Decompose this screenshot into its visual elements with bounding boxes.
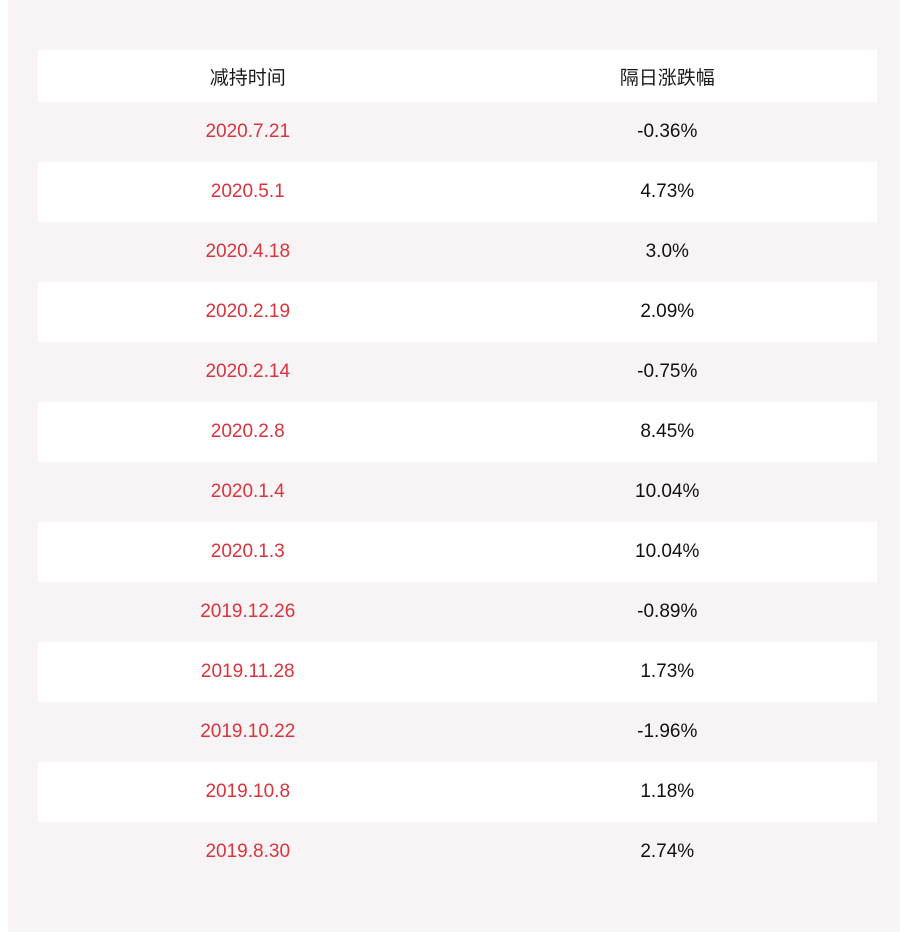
table-row: 2020.2.8 8.45% — [38, 402, 877, 462]
table-row: 2019.10.8 1.18% — [38, 762, 877, 822]
next-day-change: -0.75% — [637, 361, 698, 382]
table-row: 2019.8.30 2.74% — [38, 822, 877, 882]
reduction-date: 2020.2.19 — [205, 301, 291, 322]
table-row: 2020.4.18 3.0% — [38, 222, 877, 282]
reduction-date: 2020.4.18 — [205, 241, 291, 262]
reduction-date: 2020.2.8 — [210, 421, 285, 442]
reduction-date: 2019.10.8 — [205, 781, 291, 802]
table-row: 2020.2.19 2.09% — [38, 282, 877, 342]
reduction-date: 2020.7.21 — [205, 121, 291, 142]
next-day-change: 3.0% — [645, 241, 689, 262]
table-row: 2020.1.3 10.04% — [38, 522, 877, 582]
header-next-day-change: 隔日涨跌幅 — [619, 66, 715, 89]
next-day-change: 10.04% — [635, 541, 700, 562]
table-row: 2020.2.14 -0.75% — [38, 342, 877, 402]
content-panel: 减持时间 隔日涨跌幅 2020.7.21 -0.36% 2020.5.1 4.73% 2… — [8, 0, 900, 932]
reduction-date: 2020.5.1 — [210, 181, 285, 202]
next-day-change: 8.45% — [640, 421, 695, 442]
next-day-change: 4.73% — [640, 181, 695, 202]
table-row: 2019.12.26 -0.89% — [38, 582, 877, 642]
table-row: 2019.11.28 1.73% — [38, 642, 877, 702]
reduction-date: 2020.2.14 — [205, 361, 291, 382]
header-reduction-time: 减持时间 — [209, 66, 286, 89]
reduction-table: 减持时间 隔日涨跌幅 2020.7.21 -0.36% 2020.5.1 4.73% 2… — [38, 50, 877, 882]
table-row: 2020.5.1 4.73% — [38, 162, 877, 222]
next-day-change: 1.18% — [640, 781, 695, 802]
reduction-date: 2019.10.22 — [200, 721, 296, 742]
table-row: 2020.7.21 -0.36% — [38, 102, 877, 162]
table-header: 减持时间 隔日涨跌幅 — [38, 50, 877, 102]
next-day-change: -0.36% — [637, 121, 698, 142]
next-day-change: 2.74% — [640, 841, 695, 862]
next-day-change: 10.04% — [635, 481, 700, 502]
reduction-date: 2019.11.28 — [200, 661, 295, 682]
next-day-change: 1.73% — [640, 661, 695, 682]
reduction-date: 2020.1.3 — [210, 541, 285, 562]
reduction-date: 2020.1.4 — [210, 481, 285, 502]
reduction-date: 2019.12.26 — [200, 601, 296, 622]
reduction-date: 2019.8.30 — [205, 841, 291, 862]
next-day-change: 2.09% — [640, 301, 695, 322]
next-day-change: -0.89% — [637, 601, 698, 622]
next-day-change: -1.96% — [637, 721, 698, 742]
table-row: 2019.10.22 -1.96% — [38, 702, 877, 762]
table-row: 2020.1.4 10.04% — [38, 462, 877, 522]
